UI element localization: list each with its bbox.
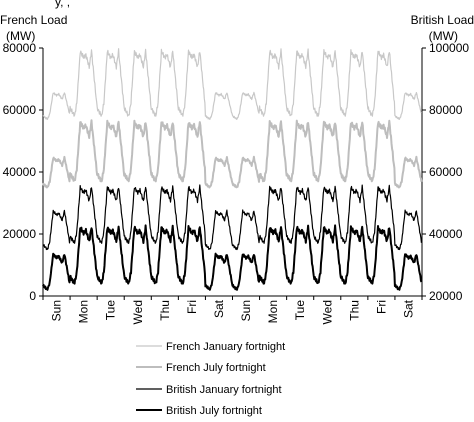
day-label: Mon	[266, 300, 280, 323]
left-tick-label: 60000	[3, 103, 37, 117]
day-label: Fri	[374, 300, 388, 314]
right-axis-ticks: 20000 40000 60000 80000 100000	[422, 41, 469, 303]
legend-label: French January fortnight	[166, 341, 285, 353]
legend-label: British January fortnight	[166, 384, 282, 396]
right-tick-label: 20000	[429, 289, 463, 303]
left-tick-label: 40000	[3, 165, 37, 179]
left-axis-title-line2: (MW)	[6, 29, 35, 43]
day-label: Sun	[50, 300, 64, 321]
series-line	[42, 224, 423, 291]
legend-label: British July fortnight	[166, 405, 262, 417]
right-tick-label: 40000	[429, 227, 463, 241]
day-label: Thu	[347, 300, 361, 321]
day-label: Sat	[401, 299, 415, 318]
day-label: Wed	[131, 300, 145, 324]
legend: French January fortnight French July fort…	[136, 341, 285, 417]
right-tick-label: 80000	[429, 103, 463, 117]
series-line	[42, 119, 423, 189]
series-line	[42, 184, 422, 251]
caption-fragment: y, ,	[55, 0, 70, 9]
series-line	[42, 48, 422, 120]
day-label: Tue	[104, 300, 118, 321]
legend-label: French July fortnight	[166, 362, 266, 374]
day-label: Tue	[293, 300, 307, 321]
right-axis-title-line2: (MW)	[429, 29, 458, 43]
right-axis-title-line1: British Load	[411, 13, 474, 27]
day-label: Mon	[77, 300, 91, 323]
day-label: Thu	[158, 300, 172, 321]
right-tick-label: 100000	[429, 41, 469, 55]
day-label: Sat	[212, 299, 226, 318]
left-axis-ticks: 0 20000 40000 60000 80000	[3, 41, 43, 303]
right-tick-label: 60000	[429, 165, 463, 179]
left-tick-label: 0	[29, 289, 36, 303]
day-label: Fri	[185, 300, 199, 314]
series-layer	[42, 48, 423, 291]
day-label: Wed	[320, 300, 334, 324]
left-tick-label: 80000	[3, 41, 37, 55]
day-labels: Sun Mon Tue Wed Thu Fri Sat Sun Mon Tue Wed Thu Fri S…	[42, 296, 423, 324]
left-tick-label: 20000	[3, 227, 37, 241]
day-label: Sun	[239, 300, 253, 321]
left-axis-title-line1: French Load	[0, 13, 67, 27]
